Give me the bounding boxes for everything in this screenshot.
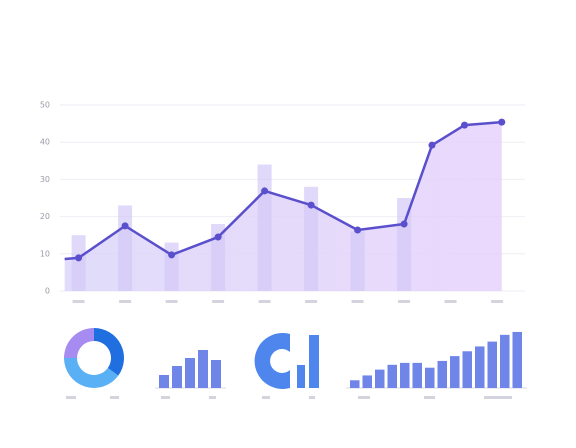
point <box>461 121 469 129</box>
point <box>75 254 83 262</box>
label-placeholder <box>424 396 435 399</box>
bar <box>350 380 360 388</box>
bar <box>172 366 182 388</box>
label-placeholder <box>262 396 270 399</box>
point <box>428 141 436 149</box>
gauge-bar <box>309 335 319 388</box>
bar <box>350 231 365 291</box>
label-placeholder <box>110 396 119 399</box>
bar <box>462 351 472 388</box>
x-label-placeholder <box>305 300 318 303</box>
bar <box>164 242 179 291</box>
label-placeholder <box>358 396 370 399</box>
point <box>261 187 269 195</box>
x-label-placeholder <box>444 300 457 303</box>
label-placeholder <box>309 396 315 399</box>
y-tick-label: 50 <box>40 101 50 110</box>
line <box>64 120 502 261</box>
bar <box>159 375 169 388</box>
donut-slice <box>64 328 94 358</box>
label-placeholder <box>484 396 512 399</box>
bar <box>500 334 510 388</box>
gauge-arc <box>254 333 290 390</box>
label-placeholder <box>209 396 216 399</box>
x-label-placeholder <box>398 300 411 303</box>
x-label-placeholder <box>351 300 364 303</box>
point <box>121 222 129 230</box>
point <box>354 226 362 234</box>
x-label-placeholder <box>119 300 132 303</box>
y-tick-label: 10 <box>40 249 50 258</box>
bar <box>211 224 226 291</box>
gauge-bar <box>297 365 305 388</box>
donut-slice <box>94 328 124 376</box>
bar <box>425 367 435 388</box>
point <box>400 220 408 228</box>
y-tick-label: 30 <box>40 175 50 184</box>
gauge-widget <box>254 333 319 399</box>
label-placeholder <box>161 396 170 399</box>
bar <box>412 362 422 388</box>
bar <box>257 164 272 291</box>
bar <box>198 350 208 388</box>
area <box>64 122 502 291</box>
bar <box>211 360 221 388</box>
y-tick-label: 0 <box>45 287 50 296</box>
bar <box>71 235 86 291</box>
bar <box>362 375 372 388</box>
bar <box>375 369 385 388</box>
bar <box>118 205 133 291</box>
bar <box>512 331 522 388</box>
point <box>307 201 315 209</box>
bar <box>387 364 397 388</box>
x-label-placeholders <box>72 300 504 303</box>
bar <box>400 362 410 388</box>
x-label-placeholder <box>72 300 85 303</box>
mini-label-placeholders <box>66 396 512 399</box>
y-tick-label: 40 <box>40 138 50 147</box>
bar <box>487 341 497 388</box>
donut-slice <box>64 358 119 388</box>
bar <box>437 360 447 388</box>
x-label-placeholder <box>165 300 178 303</box>
bar <box>304 186 319 291</box>
point <box>168 251 176 259</box>
point <box>214 233 222 241</box>
bar <box>185 358 195 388</box>
point <box>498 118 506 126</box>
x-label-placeholder <box>258 300 271 303</box>
x-label-placeholder <box>491 300 504 303</box>
bar <box>397 198 412 291</box>
label-placeholder <box>66 396 76 399</box>
y-tick-label: 20 <box>40 212 50 221</box>
bar <box>475 346 485 388</box>
x-label-placeholder <box>212 300 225 303</box>
bar <box>450 356 460 388</box>
